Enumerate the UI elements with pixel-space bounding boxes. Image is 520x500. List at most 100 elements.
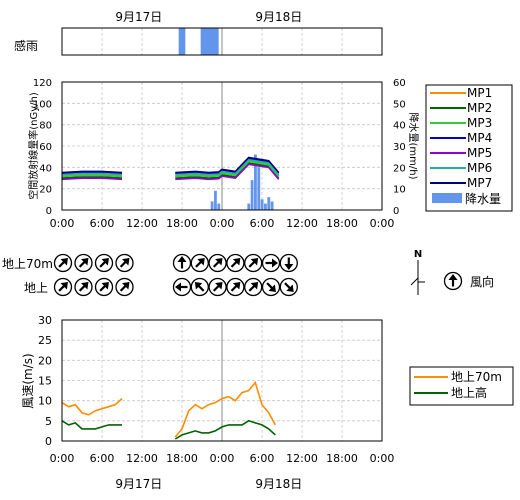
wind-icon — [443, 271, 463, 291]
dose-line-MP7 — [175, 156, 280, 174]
arrow-shaft — [78, 260, 86, 268]
wind-speed-frame — [61, 319, 383, 442]
wind-icon — [74, 277, 93, 297]
wind-row-label: 地上 — [24, 281, 48, 295]
wind-direction-panel: 地上70m 地上 — [2, 253, 298, 297]
wind-icon — [244, 253, 263, 273]
wind-arrow-icon — [78, 282, 89, 292]
arrow-head — [268, 284, 276, 292]
y2-tick-label: 60 — [393, 78, 406, 89]
x-tick-label: 6:00 — [90, 217, 115, 230]
wind-icon — [94, 277, 114, 297]
arrow-head — [81, 258, 89, 266]
dose-y-axis-label: 空間放射線量率(nGy/h) — [27, 92, 40, 200]
y2-tick-label: 40 — [393, 121, 406, 132]
arrow-shaft — [248, 260, 256, 268]
wind-icon — [226, 277, 245, 297]
x-tick-label: 0:00 — [210, 452, 235, 465]
rain-sense-frame — [61, 27, 383, 56]
legend-box — [425, 84, 513, 212]
arrow-head — [284, 264, 294, 270]
dose-line-MP3 — [61, 174, 123, 178]
y-tick-label: 100 — [33, 99, 52, 110]
wind-icon — [208, 253, 227, 273]
wind-icon — [172, 253, 192, 273]
y-tick-label: 5 — [45, 415, 52, 428]
dose-line-MP2 — [61, 176, 123, 179]
x-tick-label: 12:00 — [286, 217, 318, 230]
date-label-top-1: 9月17日 — [115, 10, 162, 24]
wind-icon — [279, 277, 298, 297]
legend-text: MP5 — [467, 146, 492, 160]
arrow-head — [194, 282, 203, 290]
arrow-head — [177, 256, 187, 262]
x-tick-label: 6:00 — [90, 452, 115, 465]
wind-icon — [190, 253, 209, 273]
rain-bar — [257, 167, 261, 210]
dose-frame — [61, 81, 383, 211]
arrow-head — [250, 282, 259, 290]
arrow-head — [197, 258, 205, 266]
wind-arrow-icon — [448, 274, 458, 287]
wind-arrow-icon — [212, 258, 223, 268]
wind-arrow-icon — [212, 282, 223, 292]
arrow-shaft — [58, 260, 66, 268]
legend-text: MP1 — [467, 86, 492, 100]
dose-line-MP5 — [61, 177, 123, 181]
rain-bar — [270, 201, 274, 210]
date-label-bottom-2: 9月18日 — [255, 477, 302, 491]
wind-arrow-icon — [284, 282, 294, 292]
arrow-head — [215, 258, 223, 266]
wind-arrow-icon — [284, 257, 294, 270]
wind-arrow-icon — [99, 258, 109, 268]
wind-row-label: 地上70m — [2, 257, 53, 271]
wind-icon — [172, 277, 192, 297]
date-label-top-2: 9月18日 — [255, 10, 302, 24]
wind-icon — [190, 277, 209, 297]
wind-icon — [53, 277, 73, 297]
legend-text: 地上高 — [451, 385, 487, 400]
rain-bar — [250, 180, 254, 210]
wind-arrow-icon — [195, 258, 205, 268]
wind-icon — [208, 277, 227, 297]
rain-bar — [217, 203, 221, 210]
arrow-shaft — [212, 284, 220, 292]
rain-sense-label: 感雨 — [14, 38, 38, 53]
wind-arrow-icon — [230, 258, 241, 268]
dose-line-MP5 — [175, 163, 280, 181]
rain-bar — [210, 201, 214, 210]
wind-arrow-icon — [248, 282, 259, 292]
y-tick-label: 20 — [39, 185, 52, 196]
wind-arrow-icon — [230, 282, 241, 292]
arrow-head — [101, 258, 109, 266]
legend-box — [409, 366, 514, 406]
x-tick-label: 6:00 — [250, 452, 275, 465]
wind-speed-line — [61, 398, 123, 416]
y2-tick-label: 50 — [393, 99, 406, 110]
arrow-head — [232, 258, 241, 266]
y2-tick-label: 0 — [393, 206, 399, 217]
y2-tick-label: 10 — [393, 185, 406, 196]
wind-arrow-icon — [119, 258, 130, 268]
arrow-shaft — [266, 282, 274, 290]
legend-text: MP3 — [467, 116, 492, 130]
arrow-head — [101, 282, 109, 290]
arrow-head — [81, 282, 89, 290]
arrow-shaft — [99, 260, 107, 268]
arrow-head — [250, 258, 259, 266]
x-tick-label: 0:00 — [50, 452, 75, 465]
y2-tick-label: 30 — [393, 142, 406, 153]
wind-icon — [94, 253, 114, 273]
rain-bar — [214, 190, 217, 210]
legend-text: MP2 — [467, 101, 492, 115]
wind-icon — [115, 277, 134, 297]
arrow-shaft — [197, 284, 205, 292]
wind-arrow-icon — [58, 282, 68, 292]
y-tick-label: 80 — [39, 121, 52, 132]
x-tick-label: 18:00 — [326, 217, 358, 230]
arrow-shaft — [248, 284, 256, 292]
arrow-shaft — [58, 284, 66, 292]
x-tick-label: 0:00 — [210, 217, 235, 230]
